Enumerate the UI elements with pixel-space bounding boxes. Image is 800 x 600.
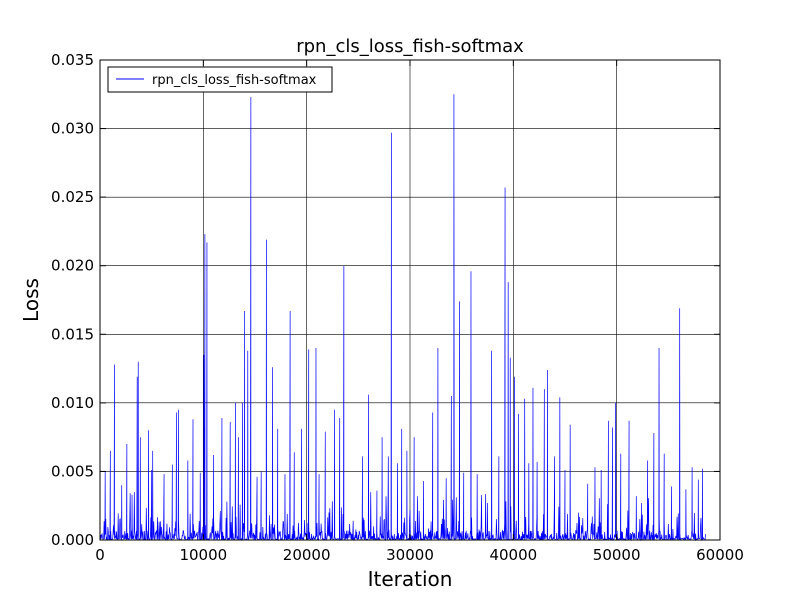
chart-title: rpn_cls_loss_fish-softmax <box>296 36 524 57</box>
legend: rpn_cls_loss_fish-softmax <box>107 66 333 93</box>
x-tick-label: 10000 <box>179 546 227 564</box>
y-tick-label: 0.005 <box>51 462 94 480</box>
x-tick-label: 30000 <box>386 546 434 564</box>
y-tick-label: 0.000 <box>51 531 94 549</box>
legend-box <box>107 66 333 93</box>
y-axis: 0.000 0.005 0.010 0.015 0.020 0.025 0.030 0.035 <box>51 51 720 549</box>
y-axis-label: Loss <box>19 278 43 322</box>
y-tick-label: 0.025 <box>51 188 94 206</box>
x-tick-label: 50000 <box>593 546 641 564</box>
y-tick-label: 0.035 <box>51 51 94 69</box>
x-tick-label: 20000 <box>283 546 331 564</box>
y-tick-label: 0.015 <box>51 325 94 343</box>
legend-label: rpn_cls_loss_fish-softmax <box>152 73 317 88</box>
y-tick-label: 0.030 <box>51 120 94 138</box>
x-axis-label: Iteration <box>368 567 453 591</box>
x-axis: 0 10000 20000 30000 40000 50000 60000 <box>95 60 744 564</box>
x-tick-label: 0 <box>95 546 105 564</box>
x-tick-label: 40000 <box>489 546 537 564</box>
grid <box>100 60 720 540</box>
y-tick-label: 0.020 <box>51 257 94 275</box>
y-tick-label: 0.010 <box>51 394 94 412</box>
x-tick-label: 60000 <box>696 546 744 564</box>
